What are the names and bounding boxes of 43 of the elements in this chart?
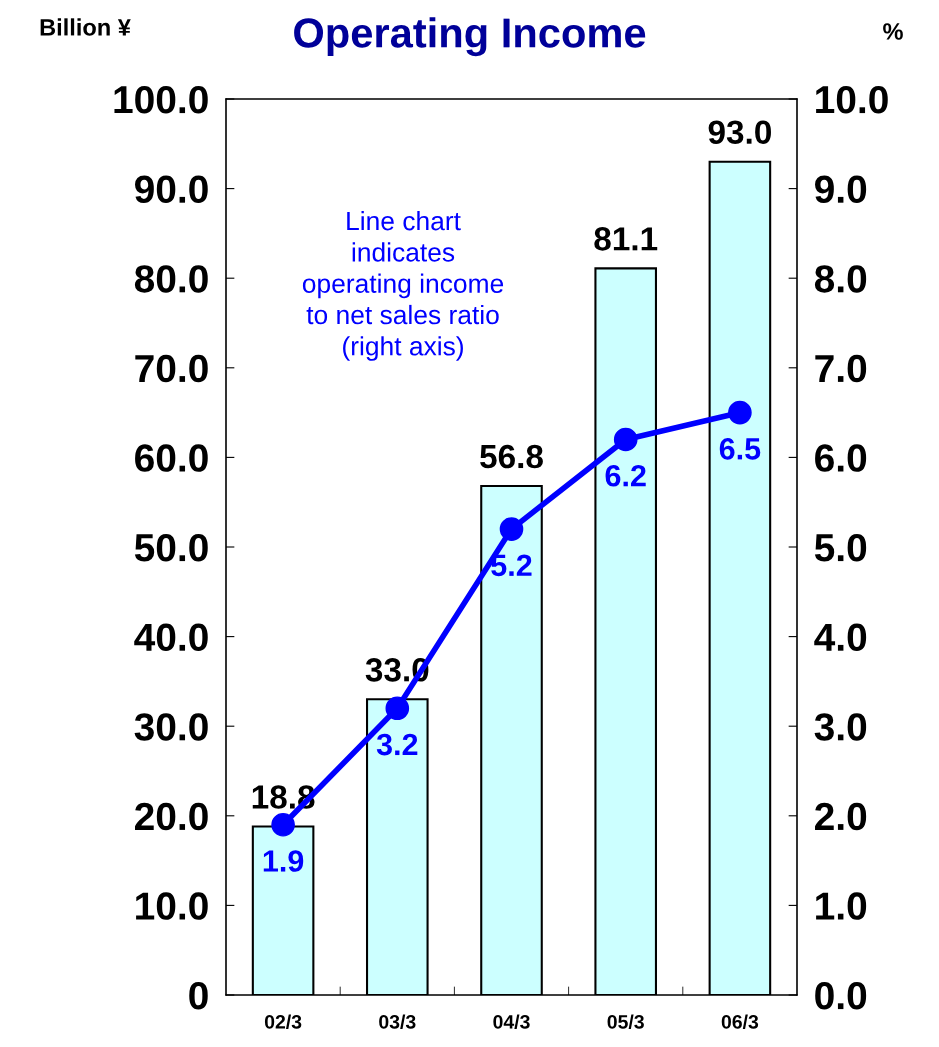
- x-tick-label: 04/3: [493, 1014, 530, 1029]
- data-label: 93.0: [708, 120, 771, 145]
- x-tick-label: 03/3: [379, 1014, 416, 1029]
- y2-tick-label: 6.0: [815, 444, 867, 472]
- point: [728, 400, 752, 425]
- y2-tick-label: 2.0: [815, 802, 867, 831]
- data-label: 81.1: [594, 227, 658, 251]
- y2-tick-label: 5.0: [814, 533, 867, 562]
- data-label: 6.5: [719, 438, 761, 460]
- x-tick-label: 05/3: [607, 1014, 644, 1029]
- data-label: 1.9: [263, 850, 304, 872]
- y2-tick-label: 0.0: [815, 981, 867, 1010]
- y-tick-label: 60.0: [135, 444, 208, 472]
- point: [613, 427, 638, 452]
- point: [499, 517, 524, 541]
- y2-tick-label: 8.0: [814, 265, 867, 293]
- y-axis-title: Billion ¥: [40, 18, 131, 36]
- y2-tick-label: 3.0: [814, 713, 867, 741]
- y-tick-label: 50.0: [134, 533, 208, 562]
- y-tick-label: 10.0: [136, 892, 208, 920]
- y-tick-label: 100.0: [114, 85, 208, 114]
- y-tick-label: 80.0: [134, 265, 208, 293]
- y-tick-label: 0: [189, 981, 208, 1010]
- data-label: 3.2: [376, 733, 418, 756]
- chart-title: Operating Income: [294, 17, 646, 57]
- data-label: 6.2: [605, 464, 646, 487]
- y-tick-label: 20.0: [135, 802, 208, 831]
- data-label: 56.8: [480, 444, 543, 469]
- y-tick-label: 70.0: [135, 354, 208, 383]
- y2-axis-title: %: [883, 23, 903, 40]
- y-tick-label: 40.0: [134, 623, 208, 652]
- y-tick-label: 90.0: [135, 175, 208, 204]
- point: [271, 812, 295, 837]
- y-tick-label: 30.0: [134, 713, 208, 741]
- annotation: Line chart indicates operating income to net sales ratio (right axis): [302, 211, 504, 361]
- y2-tick-label: 7.0: [815, 354, 867, 383]
- x-tick-label: 02/3: [264, 1014, 302, 1029]
- y2-tick-label: 4.0: [814, 623, 867, 652]
- point: [385, 696, 410, 721]
- x-tick-label: 06/3: [721, 1014, 759, 1029]
- y2-tick-label: 1.0: [816, 892, 867, 920]
- y2-tick-label: 9.0: [815, 175, 867, 204]
- y2-tick-label: 10.0: [816, 85, 888, 114]
